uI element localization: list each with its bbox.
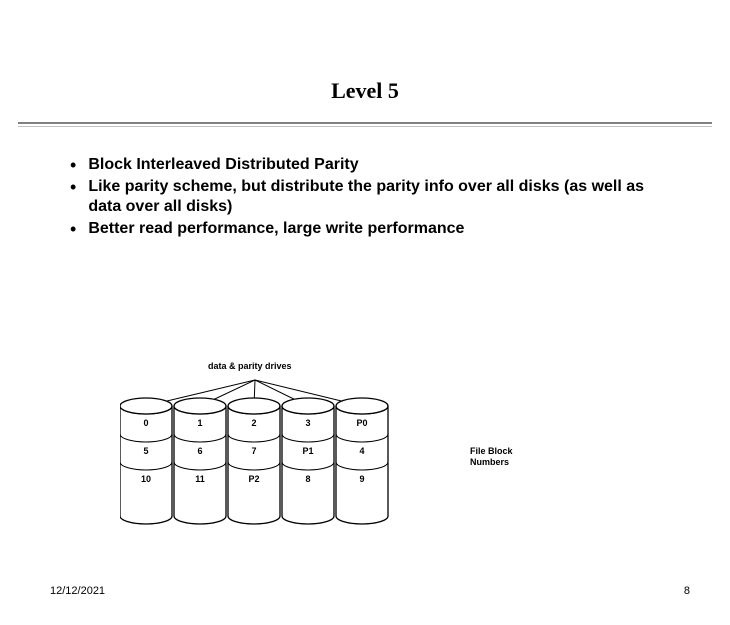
diagram-side-label: File Block Numbers	[470, 446, 513, 468]
bullet-text: Better read performance, large write per…	[88, 219, 464, 239]
raid-diagram: 0 1 2 3 P0 5 6 7 P1 4 10 11 P2 8 9	[120, 368, 460, 543]
bullet-text: Like parity scheme, but distribute the p…	[88, 177, 670, 217]
svg-text:3: 3	[305, 418, 310, 428]
svg-text:P1: P1	[302, 446, 313, 456]
svg-text:P2: P2	[248, 474, 259, 484]
side-label-line1: File Block	[470, 446, 513, 456]
bullet-item: • Better read performance, large write p…	[70, 219, 670, 239]
footer-date: 12/12/2021	[50, 585, 105, 597]
svg-text:7: 7	[251, 446, 256, 456]
bullet-item: • Block Interleaved Distributed Parity	[70, 155, 670, 175]
bullet-list: • Block Interleaved Distributed Parity •…	[70, 155, 670, 239]
svg-text:11: 11	[195, 474, 205, 484]
svg-text:9: 9	[359, 474, 364, 484]
svg-text:5: 5	[143, 446, 148, 456]
footer-page-number: 8	[684, 585, 690, 597]
slide-title: Level 5	[0, 78, 730, 104]
svg-text:4: 4	[359, 446, 364, 456]
bullet-dot-icon: •	[70, 177, 76, 197]
svg-text:0: 0	[143, 418, 148, 428]
side-label-line2: Numbers	[470, 457, 509, 467]
bullet-dot-icon: •	[70, 219, 76, 239]
svg-text:6: 6	[197, 446, 202, 456]
svg-text:1: 1	[197, 418, 202, 428]
bullet-dot-icon: •	[70, 155, 76, 175]
bullet-text: Block Interleaved Distributed Parity	[88, 155, 358, 175]
svg-text:2: 2	[251, 418, 256, 428]
raid-svg: 0 1 2 3 P0 5 6 7 P1 4 10 11 P2 8 9	[120, 368, 460, 538]
title-divider	[18, 122, 712, 127]
svg-text:10: 10	[141, 474, 151, 484]
svg-text:8: 8	[305, 474, 310, 484]
svg-text:P0: P0	[356, 418, 367, 428]
bullet-item: • Like parity scheme, but distribute the…	[70, 177, 670, 217]
